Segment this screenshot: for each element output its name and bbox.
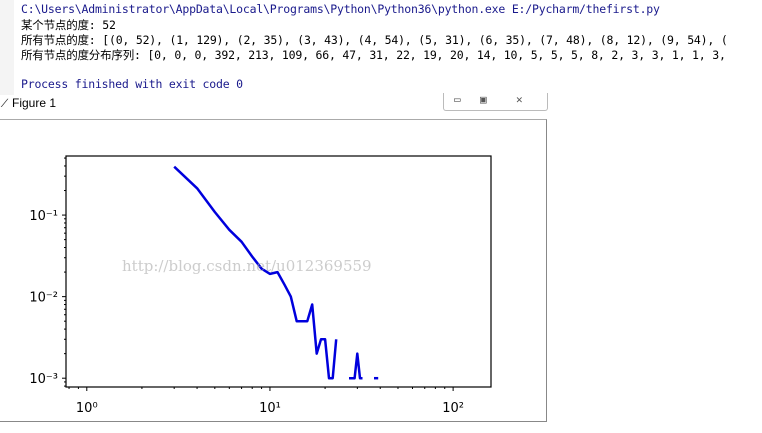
y-tick-label: 10⁻³ bbox=[29, 372, 58, 387]
window-controls: ▭ ▣ ✕ bbox=[443, 93, 548, 111]
axes-frame bbox=[65, 155, 492, 388]
console-line: 所有节点的度分布序列: [0, 0, 0, 392, 213, 109, 66,… bbox=[21, 48, 726, 62]
feather-icon: ∕ bbox=[4, 96, 7, 110]
console-exit-status: Process finished with exit code 0 bbox=[21, 77, 243, 91]
y-tick-label: 10⁻¹ bbox=[29, 209, 58, 224]
minimize-button[interactable]: ▭ bbox=[454, 93, 461, 106]
series-line bbox=[173, 165, 338, 380]
x-tick-label: 10⁰ bbox=[76, 401, 98, 416]
console-command: C:\Users\Administrator\AppData\Local\Pro… bbox=[21, 2, 660, 16]
series-line bbox=[349, 352, 363, 380]
x-tick-label: 10² bbox=[442, 401, 464, 416]
editor-gutter bbox=[0, 0, 14, 95]
maximize-button[interactable]: ▣ bbox=[480, 93, 487, 106]
watermark: http://blog.csdn.net/u012369559 bbox=[122, 257, 372, 275]
x-tick-label: 10¹ bbox=[259, 401, 281, 416]
figure-title: Figure 1 bbox=[12, 96, 57, 110]
figure-window-title: ∕ Figure 1 bbox=[4, 96, 56, 110]
y-tick-label: 10⁻² bbox=[29, 291, 58, 306]
figure-window bbox=[0, 119, 547, 422]
console-line: 某个节点的度: 52 bbox=[21, 18, 116, 32]
close-button[interactable]: ✕ bbox=[516, 93, 523, 106]
console-line: 所有节点的度: [(0, 52), (1, 129), (2, 35), (3,… bbox=[21, 33, 728, 47]
